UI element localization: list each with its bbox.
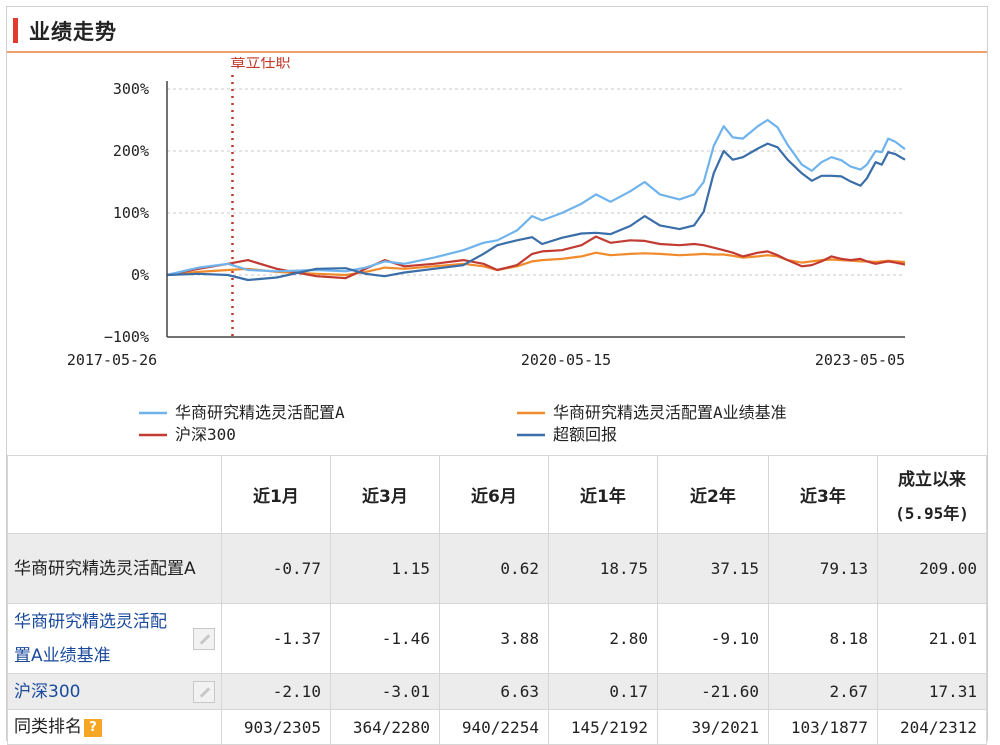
performance-panel: 业绩走势 章立任职 300% 200% 100% 0% −100% 2017-05-26 2… xyxy=(6,6,988,745)
series-line xyxy=(166,142,906,282)
cell-value: 2.67 xyxy=(767,673,878,710)
cell-value: 209.00 xyxy=(876,533,988,604)
cell-value: 37.15 xyxy=(656,533,769,604)
cell-value: -1.46 xyxy=(329,603,440,674)
row-name-ranking: 同类排名? xyxy=(7,709,222,745)
y-tick-label: −100% xyxy=(104,328,149,346)
edit-icon[interactable] xyxy=(192,627,215,650)
cell-value: 8.18 xyxy=(767,603,878,674)
header-1m: 近1月 xyxy=(220,455,331,534)
cell-value: 145/2192 xyxy=(547,709,658,745)
cell-value: 79.13 xyxy=(767,533,878,604)
cell-value: -3.01 xyxy=(329,673,440,710)
benchmark-link[interactable]: 华商研究精选灵活配置A业绩基准 xyxy=(14,611,167,666)
legend-label: 华商研究精选灵活配置A业绩基准 xyxy=(553,403,787,422)
table-header-row: 近1月 近3月 近6月 近1年 近2年 近3年 成立以来 (5.95年) xyxy=(7,455,988,534)
y-tick-label: 100% xyxy=(113,204,149,222)
series-line xyxy=(166,118,906,277)
cell-value: 0.62 xyxy=(438,533,549,604)
cell-value: 103/1877 xyxy=(767,709,878,745)
header-since-line2: (5.95年) xyxy=(895,504,969,523)
cell-value: 204/2312 xyxy=(876,709,988,745)
cell-value: -21.60 xyxy=(656,673,769,710)
header-since-inception: 成立以来 (5.95年) xyxy=(876,455,988,534)
cell-value: 940/2254 xyxy=(438,709,549,745)
cell-value: -2.10 xyxy=(220,673,331,710)
legend-label: 超额回报 xyxy=(553,425,617,444)
cell-value: 17.31 xyxy=(876,673,988,710)
cell-value: 2.80 xyxy=(547,603,658,674)
table-row: 华商研究精选灵活配置A -0.77 1.15 0.62 18.75 37.15 … xyxy=(7,533,988,604)
table-row: 同类排名? 903/2305 364/2280 940/2254 145/219… xyxy=(7,709,988,745)
annotation-label: 章立任职 xyxy=(230,57,290,71)
y-tick-label: 200% xyxy=(113,142,149,160)
legend-label: 华商研究精选灵活配置A xyxy=(175,403,345,422)
row-name-fund: 华商研究精选灵活配置A xyxy=(7,533,222,604)
cell-value: 364/2280 xyxy=(329,709,440,745)
cell-value: 39/2021 xyxy=(656,709,769,745)
cell-value: 0.17 xyxy=(547,673,658,710)
cell-value: -0.77 xyxy=(220,533,331,604)
section-header: 业绩走势 xyxy=(7,7,987,53)
row-name-hs300[interactable]: 沪深300 xyxy=(7,673,222,710)
performance-table: 近1月 近3月 近6月 近1年 近2年 近3年 成立以来 (5.95年) 华商研究… xyxy=(7,455,988,745)
cell-value: 18.75 xyxy=(547,533,658,604)
cell-value: -1.37 xyxy=(220,603,331,674)
performance-chart: 章立任职 300% 200% 100% 0% −100% 2017-05-26 2020-0… xyxy=(67,57,906,444)
section-title: 业绩走势 xyxy=(29,20,117,44)
cell-value: 1.15 xyxy=(329,533,440,604)
cell-value: 21.01 xyxy=(876,603,988,674)
cell-value: 903/2305 xyxy=(220,709,331,745)
ranking-label: 同类排名 xyxy=(14,717,82,737)
header-since-line1: 成立以来 xyxy=(897,470,966,490)
hs300-link[interactable]: 沪深300 xyxy=(14,681,81,702)
header-1y: 近1年 xyxy=(547,455,658,534)
header-2y: 近2年 xyxy=(656,455,769,534)
header-3y: 近3年 xyxy=(767,455,878,534)
row-name-benchmark[interactable]: 华商研究精选灵活配置A业绩基准 xyxy=(7,603,222,674)
table-row: 沪深300 -2.10 -3.01 6.63 0.17 -21.60 2.67 … xyxy=(7,673,988,710)
y-tick-label: 0% xyxy=(131,266,149,284)
help-icon[interactable]: ? xyxy=(84,719,102,737)
edit-icon[interactable] xyxy=(192,680,215,703)
table-row: 华商研究精选灵活配置A业绩基准 -1.37 -1.46 3.88 2.80 -9… xyxy=(7,603,988,674)
x-tick-label: 2020-05-15 xyxy=(521,351,611,369)
header-empty xyxy=(7,455,222,534)
cell-value: -9.10 xyxy=(656,603,769,674)
y-tick-label: 300% xyxy=(113,80,149,98)
header-accent-bar xyxy=(13,18,18,43)
x-tick-label: 2023-05-05 xyxy=(815,351,905,369)
header-3m: 近3月 xyxy=(329,455,440,534)
legend-label: 沪深300 xyxy=(175,425,236,444)
cell-value: 3.88 xyxy=(438,603,549,674)
cell-value: 6.63 xyxy=(438,673,549,710)
x-tick-label: 2017-05-26 xyxy=(67,351,157,369)
header-6m: 近6月 xyxy=(438,455,549,534)
